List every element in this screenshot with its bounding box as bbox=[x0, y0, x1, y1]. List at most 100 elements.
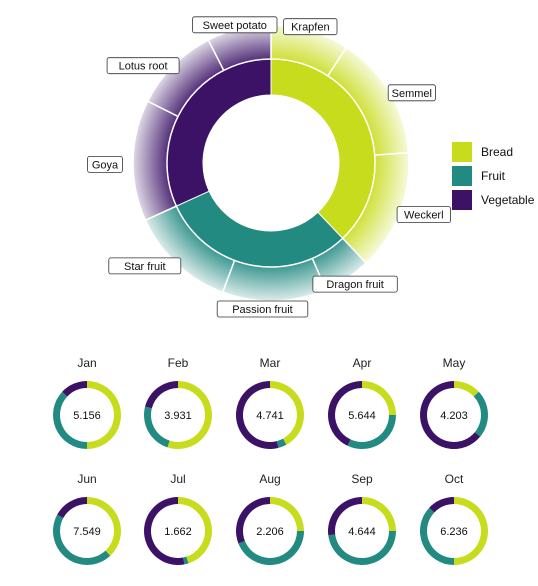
donut-slice-bread bbox=[270, 497, 304, 531]
donut-slice-fruit bbox=[419, 507, 454, 565]
donut-slice-vegetable bbox=[145, 381, 178, 409]
legend-item-vegetable: Vegetable bbox=[452, 190, 535, 210]
donut-total: 5.156 bbox=[73, 410, 101, 422]
label-box bbox=[387, 84, 436, 102]
label-box bbox=[396, 206, 451, 224]
donut-slice-fruit bbox=[473, 391, 488, 437]
legend-label: Fruit bbox=[481, 169, 506, 183]
donut-slice-fruit bbox=[276, 438, 287, 448]
donut-total: 4.203 bbox=[440, 410, 468, 422]
donut-slice-vegetable bbox=[235, 381, 279, 449]
donut-sep: Sep 4.644 bbox=[328, 472, 396, 565]
donut-total: 6.236 bbox=[440, 526, 468, 538]
donut-slice-bread bbox=[362, 497, 396, 531]
monthly-donuts: Jan 5.156 Feb 3.931 Mar 4.741 Apr 5.644 May 4.203… bbox=[52, 356, 488, 566]
label-lotus-root: Lotus root bbox=[106, 57, 180, 75]
donut-slice-bread bbox=[270, 381, 304, 445]
label-text: Weckerl bbox=[404, 210, 444, 222]
donut-title: May bbox=[443, 356, 466, 370]
donut-total: 2.206 bbox=[256, 526, 284, 538]
donut-slice-bread bbox=[454, 380, 479, 397]
label-text: Goya bbox=[92, 159, 119, 171]
label-text: Passion fruit bbox=[232, 304, 293, 316]
donut-total: 4.741 bbox=[256, 410, 284, 422]
donut-title: Feb bbox=[168, 356, 189, 370]
label-box bbox=[192, 16, 278, 34]
donut-title: Oct bbox=[445, 472, 464, 486]
label-krapfen: Krapfen bbox=[283, 18, 338, 36]
label-text: Semmel bbox=[392, 88, 432, 100]
donut-slice-vegetable bbox=[328, 497, 362, 536]
label-semmel: Semmel bbox=[387, 84, 436, 102]
donut-mar: Mar 4.741 bbox=[235, 356, 304, 449]
label-box bbox=[87, 155, 123, 173]
donut-slice-vegetable bbox=[57, 497, 87, 518]
label-text: Dragon fruit bbox=[326, 279, 383, 291]
label-weckerl: Weckerl bbox=[396, 206, 451, 224]
donut-slice-bread bbox=[167, 381, 212, 449]
donut-slice-vegetable bbox=[420, 381, 481, 449]
donut-title: Jul bbox=[170, 472, 185, 486]
donut-slice-fruit bbox=[144, 406, 170, 448]
donut-slice-fruit bbox=[52, 391, 87, 449]
label-box bbox=[216, 300, 309, 318]
legend-swatch bbox=[452, 166, 472, 186]
donut-title: Jan bbox=[77, 356, 96, 370]
donut-slice-vegetable bbox=[236, 497, 270, 544]
sunburst-chart bbox=[132, 24, 410, 302]
label-dragon-fruit: Dragon fruit bbox=[312, 275, 398, 293]
donut-slice-bread bbox=[87, 381, 121, 449]
donut-slice-fruit bbox=[328, 531, 396, 565]
label-text: Sweet potato bbox=[203, 20, 267, 32]
donut-aug: Aug 2.206 bbox=[236, 472, 304, 565]
donut-jan: Jan 5.156 bbox=[52, 356, 121, 449]
label-text: Star fruit bbox=[124, 261, 166, 273]
donut-slice-vegetable bbox=[62, 381, 87, 397]
legend-label: Bread bbox=[481, 145, 513, 159]
donut-title: Aug bbox=[259, 472, 280, 486]
donut-slice-vegetable bbox=[328, 381, 362, 446]
donut-title: Jun bbox=[77, 472, 96, 486]
donut-slice-fruit bbox=[183, 556, 189, 565]
label-box bbox=[283, 18, 338, 36]
label-goya: Goya bbox=[87, 155, 123, 173]
label-passion-fruit: Passion fruit bbox=[216, 300, 309, 318]
legend-swatch bbox=[452, 142, 472, 162]
donut-jun: Jun 7.549 bbox=[53, 472, 122, 565]
donut-total: 1.662 bbox=[164, 526, 192, 538]
donut-title: Sep bbox=[351, 472, 373, 486]
sunburst-labels: Krapfen Semmel Weckerl Dragon fruit Passion … bbox=[87, 16, 451, 318]
donut-total: 5.644 bbox=[348, 410, 376, 422]
donut-slice-bread bbox=[454, 497, 488, 565]
donut-oct: Oct 6.236 bbox=[419, 472, 488, 565]
legend-item-fruit: Fruit bbox=[452, 166, 506, 186]
legend-swatch bbox=[452, 190, 472, 210]
donut-apr: Apr 5.644 bbox=[328, 356, 396, 449]
label-box bbox=[312, 275, 398, 293]
donut-slice-bread bbox=[87, 497, 122, 556]
donut-slice-bread bbox=[362, 381, 396, 415]
donut-jul: Jul 1.662 bbox=[144, 472, 213, 566]
legend-item-bread: Bread bbox=[452, 142, 513, 162]
label-text: Lotus root bbox=[119, 61, 168, 73]
donut-total: 3.931 bbox=[164, 410, 192, 422]
donut-slice-bread bbox=[178, 496, 213, 564]
donut-slice-vegetable bbox=[429, 497, 454, 513]
donut-feb: Feb 3.931 bbox=[144, 356, 212, 449]
donut-total: 7.549 bbox=[73, 526, 101, 538]
label-sweet-potato: Sweet potato bbox=[192, 16, 278, 34]
donut-slice-fruit bbox=[347, 415, 396, 449]
label-box bbox=[108, 257, 182, 275]
label-star-fruit: Star fruit bbox=[108, 257, 182, 275]
label-box bbox=[106, 57, 180, 75]
donut-title: Apr bbox=[353, 356, 372, 370]
label-text: Krapfen bbox=[291, 22, 330, 34]
donut-slice-fruit bbox=[53, 514, 111, 565]
donut-may: May 4.203 bbox=[420, 356, 488, 449]
donut-total: 4.644 bbox=[348, 526, 376, 538]
donut-slice-vegetable bbox=[144, 497, 185, 566]
donut-title: Mar bbox=[260, 356, 281, 370]
legend: Bread Fruit Vegetable bbox=[452, 142, 535, 210]
legend-label: Vegetable bbox=[481, 193, 535, 207]
